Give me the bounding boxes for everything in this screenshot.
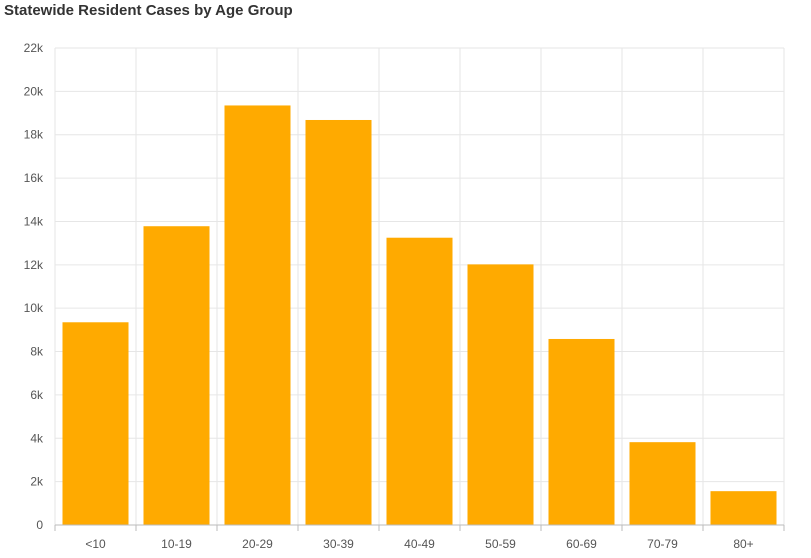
y-tick-label: 2k — [30, 475, 44, 489]
bar-1[interactable] — [62, 322, 129, 525]
x-tick-label: 30-39 — [323, 537, 354, 551]
chart-title: Statewide Resident Cases by Age Group — [4, 2, 293, 19]
x-tick-label: 60-69 — [566, 537, 597, 551]
y-tick-label: 20k — [24, 84, 44, 98]
bar-7[interactable] — [548, 338, 615, 525]
x-tick-label: <10 — [85, 537, 106, 551]
y-tick-label: 22k — [24, 41, 44, 55]
bar-8[interactable] — [629, 442, 696, 525]
label-layer: 0 2k 4k 6k 8k 10k 12k 14k 16k 18k 20k 22k <10 10-19 20… — [24, 41, 754, 551]
bar-9[interactable] — [710, 491, 777, 525]
bar-4[interactable] — [305, 119, 372, 525]
y-tick-label: 14k — [24, 214, 44, 228]
y-tick-label: 12k — [24, 258, 44, 272]
x-tick-label: 70-79 — [647, 537, 678, 551]
x-tick-label: 40-49 — [404, 537, 435, 551]
x-tick-label: 50-59 — [485, 537, 516, 551]
y-tick-label: 16k — [24, 171, 44, 185]
bar-5[interactable] — [386, 237, 453, 525]
y-tick-label: 10k — [24, 301, 44, 315]
x-tick-label: 20-29 — [242, 537, 273, 551]
y-tick-label: 8k — [30, 345, 44, 359]
y-tick-label: 0 — [36, 518, 43, 532]
bar-2[interactable] — [143, 226, 210, 525]
bar-3[interactable] — [224, 105, 291, 525]
y-tick-label: 18k — [24, 128, 44, 142]
axis-layer — [54, 524, 785, 531]
y-tick-label: 6k — [30, 388, 44, 402]
x-tick-label: 80+ — [733, 537, 753, 551]
bar-layer — [62, 105, 777, 525]
y-tick-label: 4k — [30, 431, 44, 445]
x-tick-label: 10-19 — [161, 537, 192, 551]
bar-6[interactable] — [467, 264, 534, 525]
